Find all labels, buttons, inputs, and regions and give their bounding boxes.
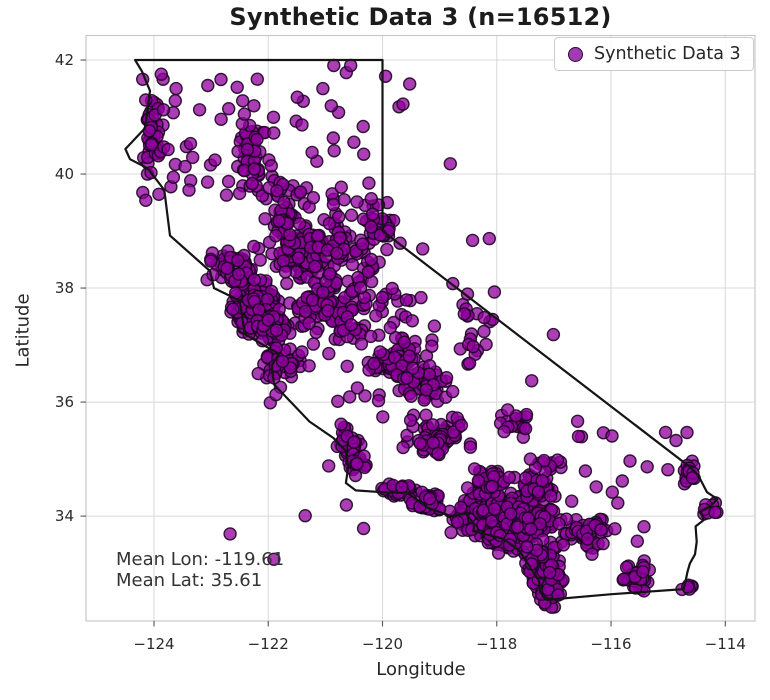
legend-marker-icon [568, 46, 583, 62]
y-tick-label: 36 [54, 393, 74, 412]
legend-box: Synthetic Data 3 [554, 37, 754, 71]
tick-marks [80, 59, 726, 627]
california-outline [124, 58, 719, 601]
y-axis-label: Latitude [12, 293, 34, 368]
y-tick-label: 42 [54, 51, 74, 69]
mean-annotation: Mean Lon: -119.61 Mean Lat: 35.61 [116, 549, 284, 591]
mean-lon-text: Mean Lon: -119.61 [116, 549, 285, 570]
x-tick-label: −116 [590, 635, 632, 653]
grid-lines [86, 35, 755, 621]
y-tick-label: 38 [54, 279, 74, 298]
scatter-points [135, 58, 724, 614]
mean-lat-text: Mean Lat: 35.61 [116, 570, 263, 591]
y-tick-label: 40 [54, 165, 74, 184]
x-tick-label: −120 [361, 635, 404, 653]
axes-spines [85, 34, 756, 622]
x-tick-label: −124 [133, 635, 175, 653]
legend-label: Synthetic Data 3 [594, 44, 741, 64]
x-tick-label: −122 [247, 635, 289, 653]
x-tick-label: −114 [704, 635, 746, 653]
x-tick-label: −118 [476, 635, 518, 653]
x-axis-label: Longitude [376, 659, 466, 680]
chart-title: Synthetic Data 3 (n=16512) [229, 3, 612, 31]
y-tick-label: 34 [54, 507, 74, 526]
